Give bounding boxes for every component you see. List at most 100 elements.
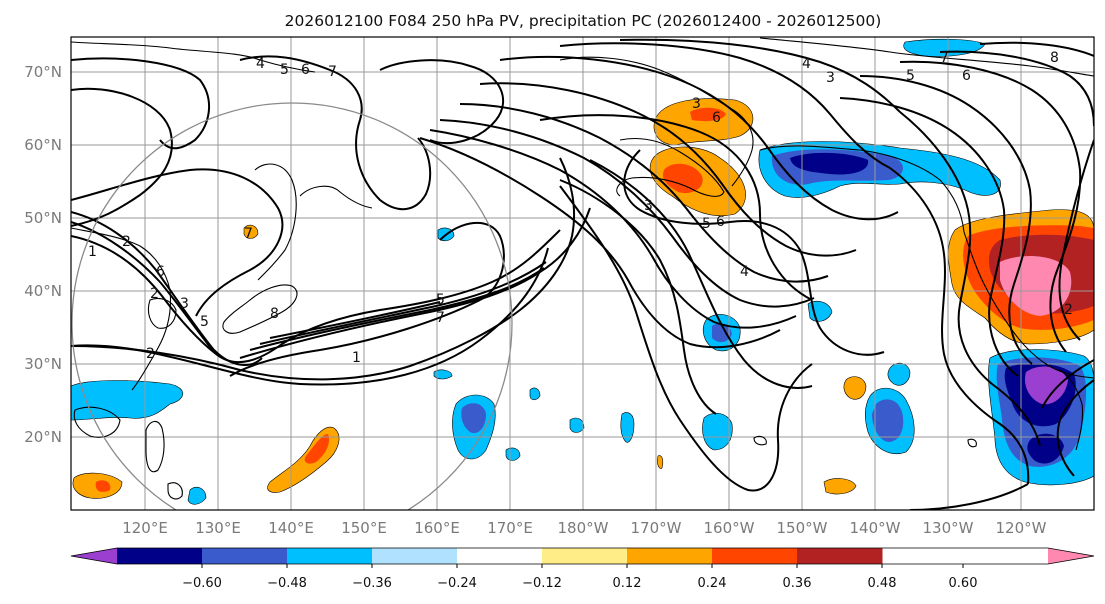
pv-label: 3: [180, 296, 189, 312]
pv-label: 8: [270, 306, 279, 322]
colorbar-tick-label: −0.36: [352, 576, 392, 591]
pv-contour: [939, 50, 1094, 127]
lon-label: 160°E: [414, 519, 460, 537]
pv-contour: [1058, 139, 1094, 341]
pv-label: 3: [826, 70, 835, 86]
precip-negative-alaska: [758, 38, 1001, 198]
colorbar-swatch: [712, 548, 798, 564]
pv-contour: [559, 179, 717, 415]
pv-contour: [71, 168, 284, 317]
pv-contour: [979, 41, 1094, 57]
colorbar-tick-label: −0.48: [267, 576, 307, 591]
precip-shading: [71, 38, 1094, 505]
lon-label: 120°E: [122, 519, 168, 537]
pv-contour: [859, 75, 1033, 365]
colorbar-ticks: [201, 564, 964, 568]
pv-label: 5: [702, 216, 711, 232]
colorbar-swatch: [372, 548, 458, 564]
gridlines: [71, 37, 1094, 510]
lat-label: 20°N: [24, 428, 62, 446]
pv-contour: [839, 97, 1019, 377]
pv-contour: [439, 119, 815, 308]
pv-label: 7: [940, 50, 949, 66]
pv-contour: [459, 103, 829, 283]
pv-contour: [71, 221, 215, 353]
pv-contour: [71, 247, 549, 386]
pv-label: 2: [122, 234, 131, 250]
pv-contour: [623, 149, 885, 356]
colorbar-tick-label: 0.24: [698, 576, 727, 591]
lat-label: 40°N: [24, 282, 62, 300]
coast-revillagigedo: [967, 438, 977, 448]
pv-contour: [499, 55, 899, 221]
map-frame: [70, 36, 1095, 511]
colorbar-extend-right: [1048, 548, 1094, 564]
coast-islands: [167, 482, 183, 500]
pv-contour: [539, 114, 701, 133]
pv-contour: [899, 111, 1041, 447]
pv-contour: [589, 159, 813, 389]
colorbar-extend-left: [71, 548, 117, 564]
coast-japan: [222, 284, 298, 334]
pv-label: 3: [644, 198, 653, 214]
pv-label: 4: [740, 264, 749, 280]
lat-label: 60°N: [24, 136, 62, 154]
lon-label: 180°W: [558, 519, 609, 537]
longitude-labels: 120°E 130°E 140°E 150°E 160°E 170°E 180°…: [122, 519, 1046, 537]
pv-contour: [249, 267, 545, 351]
pv-label: 6: [712, 110, 721, 126]
pv-label: 2: [150, 286, 159, 302]
colorbar-swatch: [457, 548, 543, 564]
lon-label: 160°W: [704, 519, 755, 537]
pv-contour: [259, 261, 547, 345]
pv-contour: [889, 167, 1030, 485]
colorbar-swatch: [117, 548, 203, 564]
latitude-labels: 70°N 60°N 50°N 40°N 30°N 20°N: [24, 63, 62, 446]
pv-label: 5: [906, 68, 915, 84]
pv-label: 5: [280, 62, 289, 78]
colorbar-tick-labels: −0.60 −0.48 −0.36 −0.24 −0.12 0.12 0.24 …: [182, 576, 977, 591]
pv-contour: [239, 207, 591, 359]
pv-label: 4: [256, 56, 265, 72]
colorbar: −0.60 −0.48 −0.36 −0.24 −0.12 0.12 0.24 …: [70, 547, 1095, 591]
pv-contour: [439, 221, 505, 301]
pv-label: 7: [328, 64, 337, 80]
pv-label: 1: [352, 350, 361, 366]
pv-label: 8: [1050, 50, 1059, 66]
lon-label: 140°E: [268, 519, 314, 537]
pv-contour: [1056, 379, 1094, 477]
pv-label: 7: [436, 310, 445, 326]
lon-label: 130°E: [195, 519, 241, 537]
pv-label: 5: [200, 314, 209, 330]
coast-kamchatka-sakhalin: [254, 163, 297, 281]
lon-label: 150°W: [777, 519, 828, 537]
coast-siberia: [71, 41, 316, 73]
colorbar-tick-label: 0.60: [949, 576, 978, 591]
map-title: 2026012100 F084 250 hPa PV, precipitatio…: [285, 12, 882, 30]
lat-label: 70°N: [24, 63, 62, 81]
colorbar-tick-label: −0.60: [182, 576, 222, 591]
lon-label: 150°E: [341, 519, 387, 537]
pv-contour: [71, 211, 263, 366]
coast-hawaii: [753, 435, 767, 446]
pv-contour: [355, 119, 432, 210]
coast-philippines: [145, 420, 165, 473]
pv-contour: [239, 55, 363, 121]
pv-contour: [429, 129, 797, 329]
pv-contour: [1041, 359, 1094, 409]
pv-label: 4: [802, 56, 811, 72]
lon-label: 170°E: [487, 519, 533, 537]
lat-label: 50°N: [24, 209, 62, 227]
precip-positive-pacific: [72, 224, 867, 499]
pv-label: 7: [244, 226, 253, 242]
precip-negative-mexico: [988, 349, 1094, 486]
pv-contour: [71, 57, 211, 150]
coast-kuril: [299, 185, 373, 209]
coast-indochina: [73, 406, 121, 438]
colorbar-tick-label: 0.36: [783, 576, 812, 591]
pv-contour: [419, 137, 781, 349]
lon-label: 120°W: [996, 519, 1047, 537]
lon-label: 170°W: [631, 519, 682, 537]
pv-label: 2: [146, 346, 155, 362]
